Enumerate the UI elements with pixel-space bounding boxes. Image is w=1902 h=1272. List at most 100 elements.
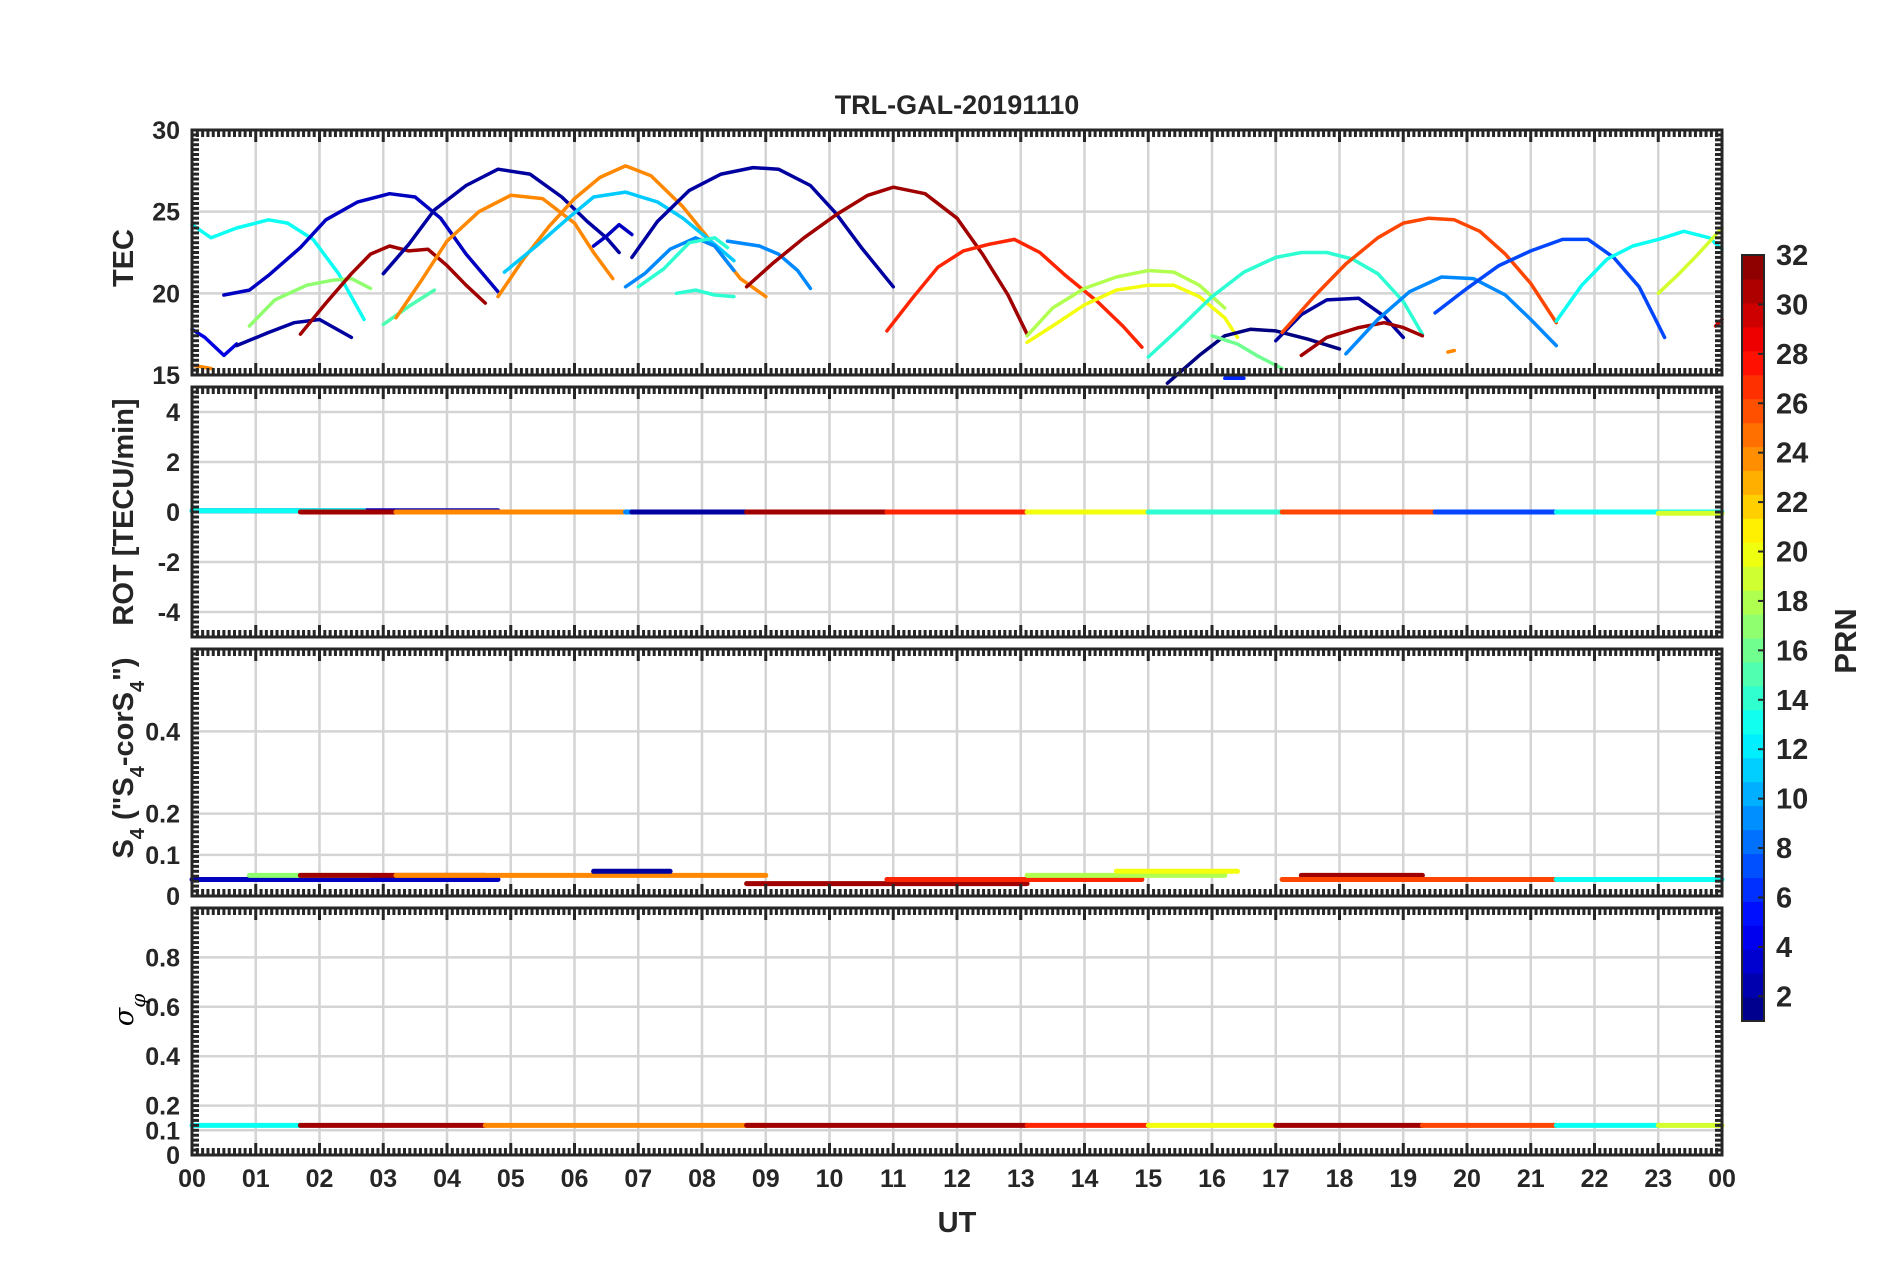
colorbar-tick-label: 26 [1776,388,1808,420]
x-tick-labels: 00 01 02 03 04 05 06 07 08 09 10 11 12 13 14 15 16 17 18 19… [178,1165,1736,1193]
colorbar-segment [1742,326,1764,352]
colorbar-tick-label: 8 [1776,833,1792,865]
x-tick-label: 22 [1581,1165,1609,1193]
series-line-prn-27 [885,237,1144,349]
colorbar-frame [1741,254,1765,1022]
series-line-prn-20 [1025,283,1240,345]
chart-title: TRL-GAL-20191110 [835,90,1080,120]
panel-s4: 0 0.1 0.2 0.4 [145,647,1725,911]
x-tick-label: 18 [1326,1165,1354,1193]
colorbar-segment [1742,374,1764,400]
series-line-prn-14 [674,288,736,299]
x-tick-label: 09 [752,1165,780,1193]
colorbar-segment [1742,901,1764,926]
series-line-prn-13 [190,218,366,322]
series-line-prn-4 [190,327,239,358]
series-line-prn-3 [222,191,500,297]
colorbar-segment [1742,446,1764,472]
colorbar-tick-label: 16 [1776,635,1808,667]
colorbar-tick-label: 30 [1776,289,1808,321]
series-line-prn-2 [381,167,621,276]
colorbar-tick-label: 6 [1776,882,1792,914]
y-tick-label: 0.4 [145,1043,180,1071]
colorbar-segment [1742,542,1764,567]
colorbar-segment [1742,709,1764,735]
x-tick-label: 14 [1071,1165,1099,1193]
colorbar-tick-label: 4 [1776,932,1792,964]
colorbar-tick-label: 14 [1776,685,1808,717]
series-line-prn-24 [394,193,615,320]
colorbar-segment [1742,733,1764,759]
y-tick-label: 15 [152,362,180,390]
x-tick-label: 07 [624,1165,652,1193]
x-tick-label: 04 [433,1165,461,1193]
y-tick-label: 0.2 [145,1093,180,1121]
x-tick-label: 13 [1007,1165,1035,1193]
x-tick-label: 06 [561,1165,589,1193]
colorbar-tick-label: 22 [1776,487,1808,519]
series-line-prn-14 [1146,250,1425,359]
colorbar-segment [1742,566,1764,591]
colorbar-segment [1742,255,1764,280]
series-line-prn-19 [1656,226,1724,296]
series-line-prn-2 [234,317,354,348]
colorbar-segment [1742,590,1764,615]
colorbar-tick-label: 12 [1776,734,1808,766]
x-tick-label: 03 [369,1165,397,1193]
series-line-prn-24 [1446,348,1457,354]
series-line-prn-7 [1433,237,1667,340]
series-line-prn-1 [1165,327,1342,385]
series-line-prn-17 [247,276,373,328]
x-tick-label: 12 [943,1165,971,1193]
y-tick-label: 4 [166,399,180,427]
series-line-prn-13 [1554,229,1724,323]
y-tick-label: 25 [152,199,180,227]
colorbar-segment [1742,661,1764,687]
y-tick-label: -2 [158,549,180,577]
x-tick-label: 21 [1517,1165,1545,1193]
series-line-prn-9 [725,239,813,291]
colorbar-segment [1742,518,1764,543]
series-line-prn-14 [636,236,730,289]
colorbar-segment [1742,853,1764,878]
y-tick-label: 2 [166,449,180,477]
colorbar-label: PRN [1828,608,1863,673]
y-tick-label: 0.4 [145,718,180,746]
x-tick-label: 10 [816,1165,844,1193]
s4-axis-label: S4 ("S4-corS4") [108,657,149,858]
colorbar-tick-label: 2 [1776,981,1792,1013]
x-tick-label: 11 [880,1165,907,1193]
y-tick-label: 0 [166,883,180,911]
x-tick-label: 00 [1708,1165,1736,1193]
panel-tec: 15 20 25 30 [152,117,1724,390]
colorbar-tick-label: 18 [1776,586,1808,618]
colorbar-segment [1742,685,1764,711]
colorbar-tick-label: 24 [1776,438,1808,470]
x-tick-label: 16 [1198,1165,1226,1193]
series-line-prn-9 [623,236,736,289]
colorbar-tick-label: 10 [1776,784,1808,816]
y-tick-label: 0 [166,1142,180,1170]
y-tick-label: 30 [152,117,180,145]
colorbar-segment [1742,973,1764,998]
series-line-prn-2 [630,165,896,289]
x-tick-label: 19 [1389,1165,1417,1193]
colorbar-segment [1742,925,1764,950]
series-line-prn-31 [298,244,488,336]
colorbar-tick-label: 28 [1776,339,1808,371]
colorbar-segment [1742,422,1764,448]
y-tick-label: 0.2 [145,801,180,829]
colorbar-segment [1742,302,1764,328]
colorbar-segment [1742,877,1764,902]
colorbar-segment [1742,757,1764,783]
colorbar-segment [1742,638,1764,663]
y-tick-label: 0.1 [145,842,180,870]
colorbar-segment [1742,614,1764,639]
x-tick-label: 01 [242,1165,270,1193]
x-axis-label: UT [938,1207,977,1239]
tec-axis-label: TEC [108,229,140,287]
y-tick-label: 0 [166,499,180,527]
series-line-prn-3 [591,222,634,248]
sigma-phi-axis-label: σφ [109,994,150,1026]
